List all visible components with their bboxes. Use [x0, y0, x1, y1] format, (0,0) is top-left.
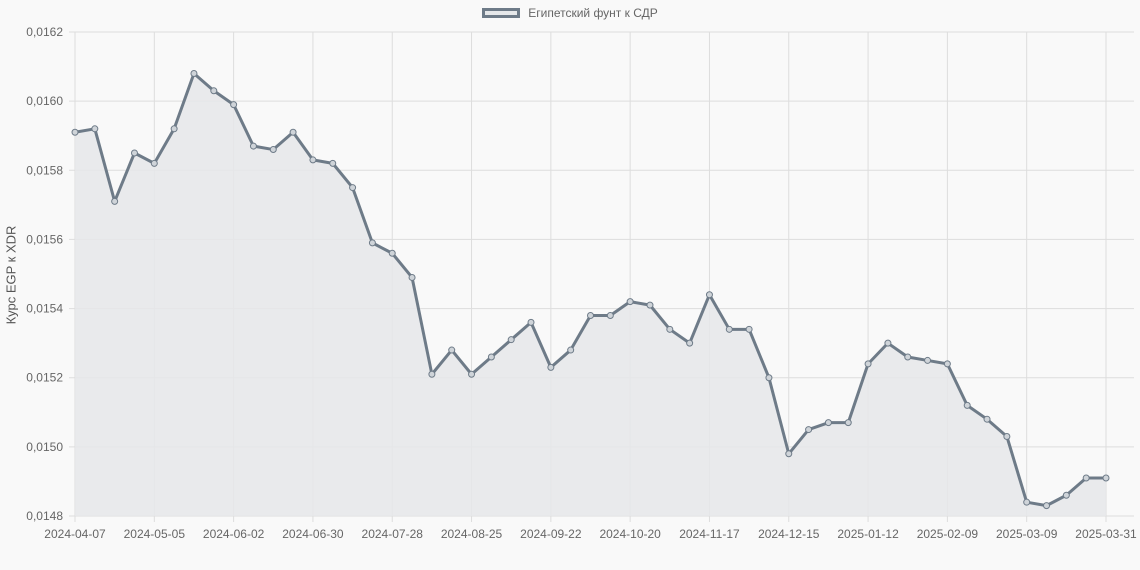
data-point[interactable] [805, 426, 813, 434]
legend-swatch[interactable] [482, 8, 521, 18]
data-point[interactable] [428, 370, 436, 378]
x-tick-label: 2025-03-09 [996, 527, 1058, 541]
data-point[interactable] [468, 370, 476, 378]
data-point[interactable] [884, 339, 892, 347]
y-tick-label: 0,0156 [26, 232, 63, 246]
data-point[interactable] [626, 298, 634, 306]
x-tick-label: 2025-03-31 [1075, 527, 1137, 541]
data-point[interactable] [170, 125, 178, 133]
legend-label: Египетский фунт к СДР [528, 6, 658, 20]
x-tick-label: 2024-09-22 [520, 527, 582, 541]
data-point[interactable] [587, 311, 594, 319]
data-point[interactable] [567, 346, 575, 354]
y-tick-label: 0,0162 [26, 25, 63, 39]
data-point[interactable] [1043, 502, 1051, 510]
data-point[interactable] [666, 325, 674, 333]
data-point[interactable] [269, 146, 277, 154]
data-point[interactable] [1062, 491, 1070, 499]
data-point[interactable] [349, 184, 357, 192]
data-point[interactable] [943, 360, 951, 368]
data-point[interactable] [190, 69, 198, 77]
data-point[interactable] [924, 356, 932, 364]
x-tick-label: 2024-04-07 [44, 527, 106, 541]
data-point[interactable] [249, 142, 257, 150]
x-tick-label: 2024-05-05 [124, 527, 186, 541]
area-fill [75, 73, 1106, 516]
data-point[interactable] [150, 159, 158, 167]
data-point[interactable] [824, 419, 832, 427]
data-point[interactable] [844, 419, 852, 427]
data-point[interactable] [329, 159, 337, 167]
data-point[interactable] [111, 197, 119, 205]
data-point[interactable] [289, 128, 297, 136]
y-tick-label: 0,0150 [26, 440, 63, 454]
legend[interactable]: Египетский фунт к СДР [0, 6, 1140, 20]
x-tick-label: 2024-06-02 [203, 527, 265, 541]
data-point[interactable] [983, 415, 991, 423]
data-point[interactable] [1023, 498, 1031, 506]
y-tick-label: 0,0154 [26, 302, 63, 316]
data-point[interactable] [785, 450, 793, 458]
data-point[interactable] [963, 401, 971, 409]
data-point[interactable] [1003, 432, 1011, 440]
x-tick-label: 2025-01-12 [837, 527, 899, 541]
data-point[interactable] [388, 249, 396, 257]
x-tick-label: 2024-06-30 [282, 527, 344, 541]
data-point[interactable] [725, 325, 733, 333]
data-point[interactable] [864, 360, 872, 368]
data-point[interactable] [368, 239, 376, 247]
data-point[interactable] [527, 318, 535, 326]
x-tick-label: 2025-02-09 [917, 527, 979, 541]
data-point[interactable] [230, 101, 238, 109]
data-point[interactable] [705, 291, 713, 299]
data-point[interactable] [507, 336, 515, 344]
y-tick-label: 0,0152 [26, 371, 63, 385]
data-point[interactable] [765, 374, 773, 382]
data-point[interactable] [1102, 474, 1110, 482]
data-point[interactable] [130, 149, 138, 157]
y-tick-label: 0,0148 [26, 509, 63, 523]
data-point[interactable] [408, 273, 416, 281]
data-point[interactable] [547, 363, 555, 371]
data-point[interactable] [904, 353, 912, 361]
data-point[interactable] [210, 87, 218, 95]
data-point[interactable] [309, 156, 317, 164]
data-point[interactable] [71, 128, 79, 136]
data-point[interactable] [448, 346, 456, 354]
data-point[interactable] [91, 125, 99, 133]
data-point[interactable] [646, 301, 654, 309]
data-point[interactable] [1082, 474, 1090, 482]
data-point[interactable] [686, 339, 694, 347]
x-tick-label: 2024-11-17 [679, 527, 740, 541]
y-tick-label: 0,0160 [26, 94, 63, 108]
x-tick-label: 2024-10-20 [599, 527, 661, 541]
x-tick-label: 2024-08-25 [441, 527, 503, 541]
data-point[interactable] [487, 353, 495, 361]
data-point[interactable] [606, 311, 614, 319]
data-point[interactable] [745, 325, 753, 333]
x-tick-label: 2024-07-28 [362, 527, 424, 541]
x-tick-label: 2024-12-15 [758, 527, 820, 541]
y-tick-label: 0,0158 [26, 163, 63, 177]
